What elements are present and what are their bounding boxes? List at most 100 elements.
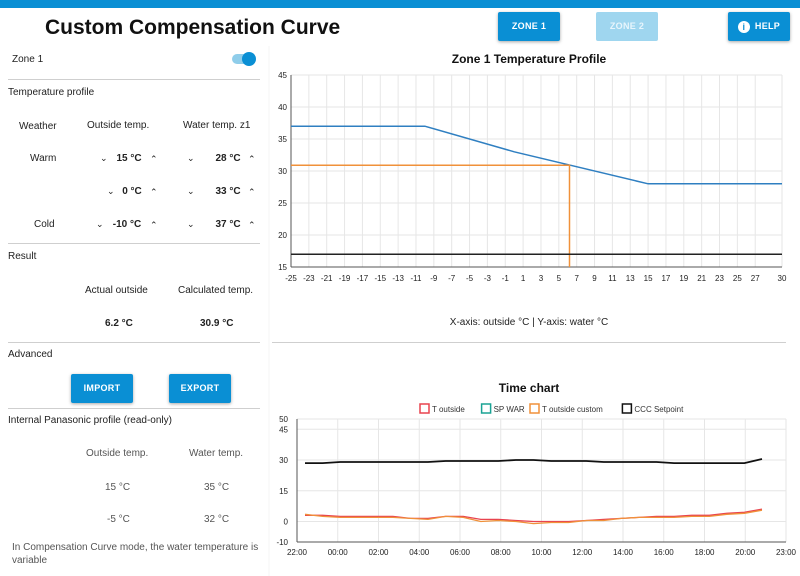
outside-value: 0 °C [122,186,142,197]
weather-cold-label: Cold [34,219,55,230]
zone-label: Zone 1 [12,54,44,65]
legend-label-2: T outside custom [542,405,603,414]
x-tick-label: 1 [521,274,526,283]
x-tick-label: -25 [285,274,297,283]
help-button[interactable]: i HELP [728,12,790,41]
calculated-temp-value: 30.9 °C [200,318,234,329]
x-tick-label: 30 [778,274,787,283]
x-tick-label: 19 [679,274,688,283]
increase-icon[interactable]: ⌃ [150,187,158,197]
legend-label-1: SP WAR [494,405,525,414]
internal-outside-value: 15 °C [105,482,131,493]
x-tick-label: 5 [557,274,562,283]
header [0,8,800,46]
time-chart: Time chart T outside SP WAR T outside custo… [276,381,797,557]
decrease-icon[interactable]: ⌄ [96,219,104,229]
actual-outside-label: Actual outside [85,285,148,296]
y-tick-label: 30 [278,167,287,176]
x-tick-label: 16:00 [654,548,675,557]
y-tick-label: 40 [278,103,287,112]
toggle-knob [242,52,256,66]
decrease-icon[interactable]: ⌄ [187,153,195,163]
top-accent-bar [0,0,800,8]
x-tick-label: 12:00 [572,548,593,557]
advanced-heading: Advanced [8,349,53,360]
legend-label-3: CCC Setpoint [634,405,684,414]
decrease-icon[interactable]: ⌄ [107,186,115,196]
x-tick-label: 20:00 [735,548,756,557]
chart-title: Time chart [499,381,559,395]
divider [8,79,260,80]
increase-icon[interactable]: ⌃ [248,154,256,164]
internal-water-value: 35 °C [204,482,230,493]
internal-profile-heading: Internal Panasonic profile (read-only) [8,415,172,426]
chart-caption: X-axis: outside °C | Y-axis: water °C [450,317,608,328]
series-line-3 [305,458,763,464]
x-tick-label: 23:00 [776,548,797,557]
series-line-0 [305,508,763,523]
divider [8,408,260,409]
series-line-1 [291,164,571,267]
y-tick-label: 0 [284,518,289,527]
increase-icon[interactable]: ⌃ [150,154,158,164]
divider [272,342,786,343]
x-tick-label: 27 [751,274,760,283]
y-tick-label: 20 [278,231,287,240]
x-tick-label: -5 [466,274,474,283]
x-tick-label: 06:00 [450,548,471,557]
increase-icon[interactable]: ⌃ [248,187,256,197]
divider [8,342,260,343]
x-tick-label: 21 [697,274,706,283]
legend-swatch-1 [480,403,492,414]
x-tick-label: -3 [484,274,492,283]
y-tick-label: 15 [279,487,288,496]
temperature-profile-heading: Temperature profile [8,87,95,98]
x-tick-label: 9 [592,274,597,283]
actual-outside-value: 6.2 °C [105,318,133,329]
zone-toggle[interactable] [232,52,256,66]
decrease-icon[interactable]: ⌄ [100,153,108,163]
increase-icon[interactable]: ⌃ [150,220,158,230]
charts-panel [270,46,800,576]
y-tick-label: 25 [278,199,287,208]
weather-warm-label: Warm [30,153,57,164]
zone1-button[interactable]: ZONE 1 [498,12,560,41]
y-tick-label: 45 [278,71,287,80]
y-tick-label: 45 [279,425,288,434]
x-tick-label: -11 [410,274,422,283]
y-tick-label: 50 [279,415,288,424]
x-tick-label: 10:00 [531,548,552,557]
settings-panel [0,46,268,576]
x-tick-label: -23 [303,274,315,283]
page-title: Custom Compensation Curve [45,16,341,39]
x-tick-label: 02:00 [368,548,389,557]
export-button[interactable]: EXPORT [169,374,231,403]
x-tick-label: 14:00 [613,548,634,557]
y-tick-label: 35 [278,135,287,144]
x-tick-label: 7 [574,274,579,283]
water-value: 28 °C [215,153,241,164]
legend-swatch-2 [529,403,540,414]
import-button[interactable]: IMPORT [71,374,133,403]
x-tick-label: -7 [448,274,456,283]
col-water-temp: Water temp. z1 [183,120,251,131]
info-icon: i [737,20,750,33]
decrease-icon[interactable]: ⌄ [187,186,195,196]
y-tick-label: -10 [276,538,288,547]
x-tick-label: 3 [539,274,544,283]
outside-value: 15 °C [116,153,142,164]
internal-water-value: 32 °C [204,514,230,525]
legend-swatch-0 [419,403,430,414]
x-tick-label: 22:00 [287,548,308,557]
internal-note: In Compensation Curve mode, the water te… [12,542,259,566]
legend-swatch-3 [621,403,633,414]
divider [8,243,260,244]
x-tick-label: 00:00 [328,548,349,557]
decrease-icon[interactable]: ⌄ [187,219,195,229]
x-tick-label: 25 [733,274,742,283]
y-tick-label: 15 [278,263,287,272]
zone2-button[interactable]: ZONE 2 [596,12,658,41]
chart-title: Zone 1 Temperature Profile [452,52,607,66]
x-tick-label: -21 [321,274,333,283]
increase-icon[interactable]: ⌃ [248,220,256,230]
